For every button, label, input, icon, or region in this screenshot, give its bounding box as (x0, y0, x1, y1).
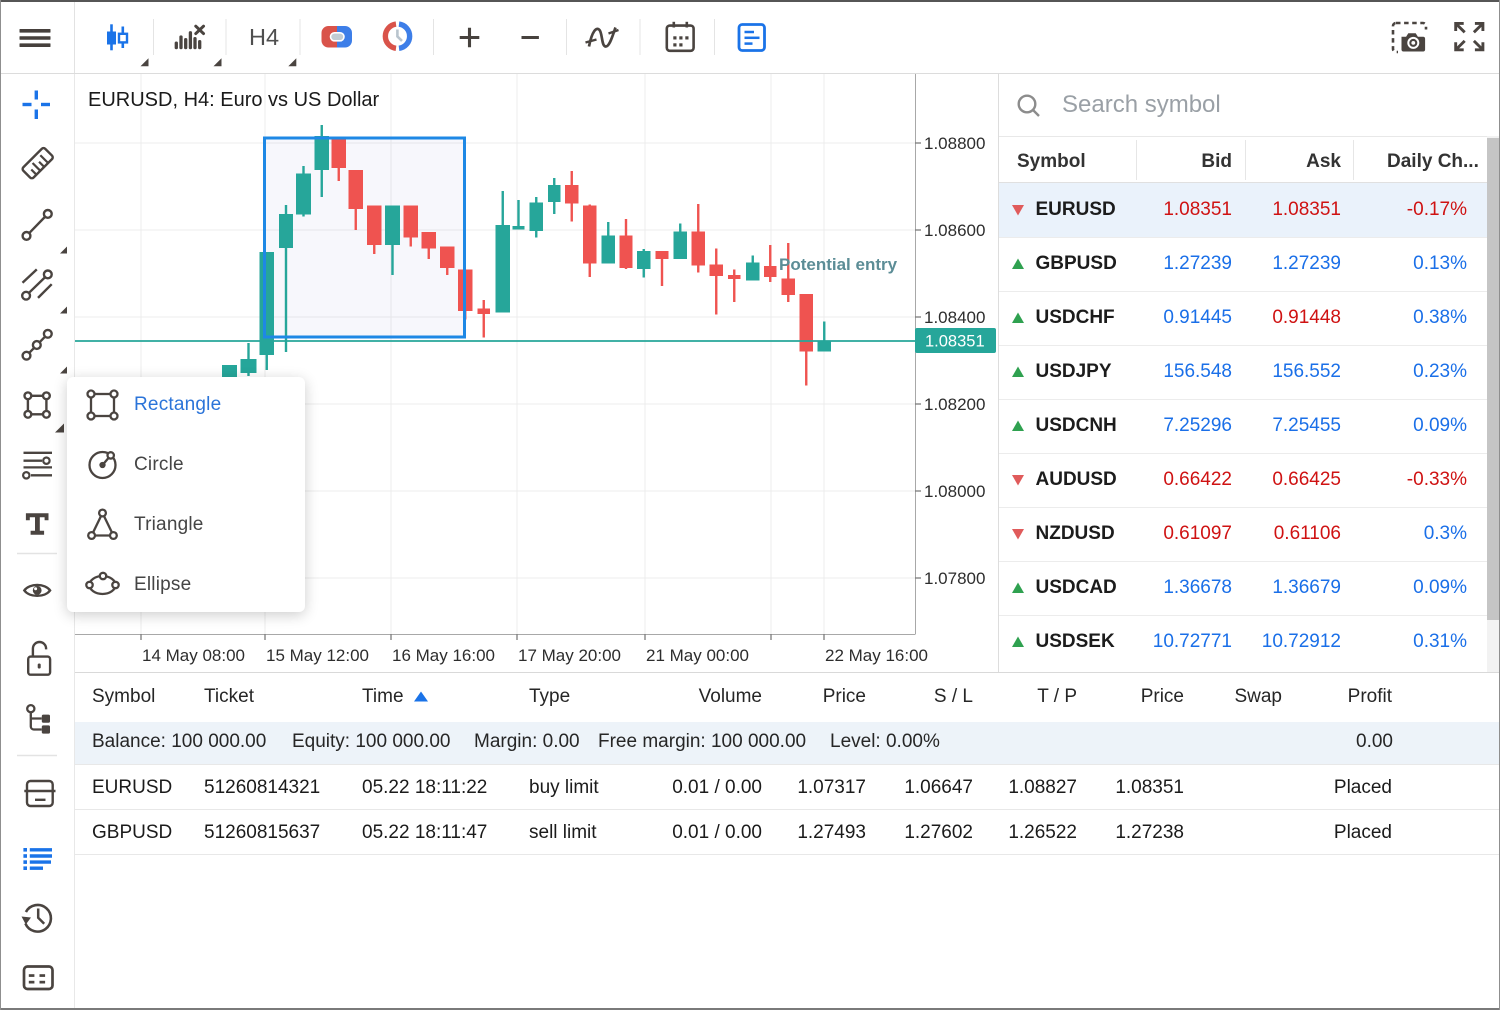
svg-text:22 May 16:00: 22 May 16:00 (825, 646, 928, 665)
svg-text:1.07800: 1.07800 (924, 569, 985, 588)
svg-text:21 May 00:00: 21 May 00:00 (646, 646, 749, 665)
svg-text:1.08000: 1.08000 (924, 482, 985, 501)
svg-text:Potential entry: Potential entry (779, 255, 898, 274)
svg-text:1.08351: 1.08351 (925, 333, 985, 351)
svg-text:14 May 08:00: 14 May 08:00 (142, 646, 245, 665)
svg-text:17 May 20:00: 17 May 20:00 (518, 646, 621, 665)
svg-text:15 May 12:00: 15 May 12:00 (266, 646, 369, 665)
svg-text:1.08200: 1.08200 (924, 395, 985, 414)
svg-text:1.08800: 1.08800 (924, 134, 985, 153)
svg-text:H4: H4 (249, 24, 279, 50)
svg-text:1.08400: 1.08400 (924, 308, 985, 327)
svg-text:1.08600: 1.08600 (924, 221, 985, 240)
svg-text:EURUSD, H4: Euro vs US Dollar: EURUSD, H4: Euro vs US Dollar (88, 89, 380, 111)
svg-text:16 May 16:00: 16 May 16:00 (392, 646, 495, 665)
